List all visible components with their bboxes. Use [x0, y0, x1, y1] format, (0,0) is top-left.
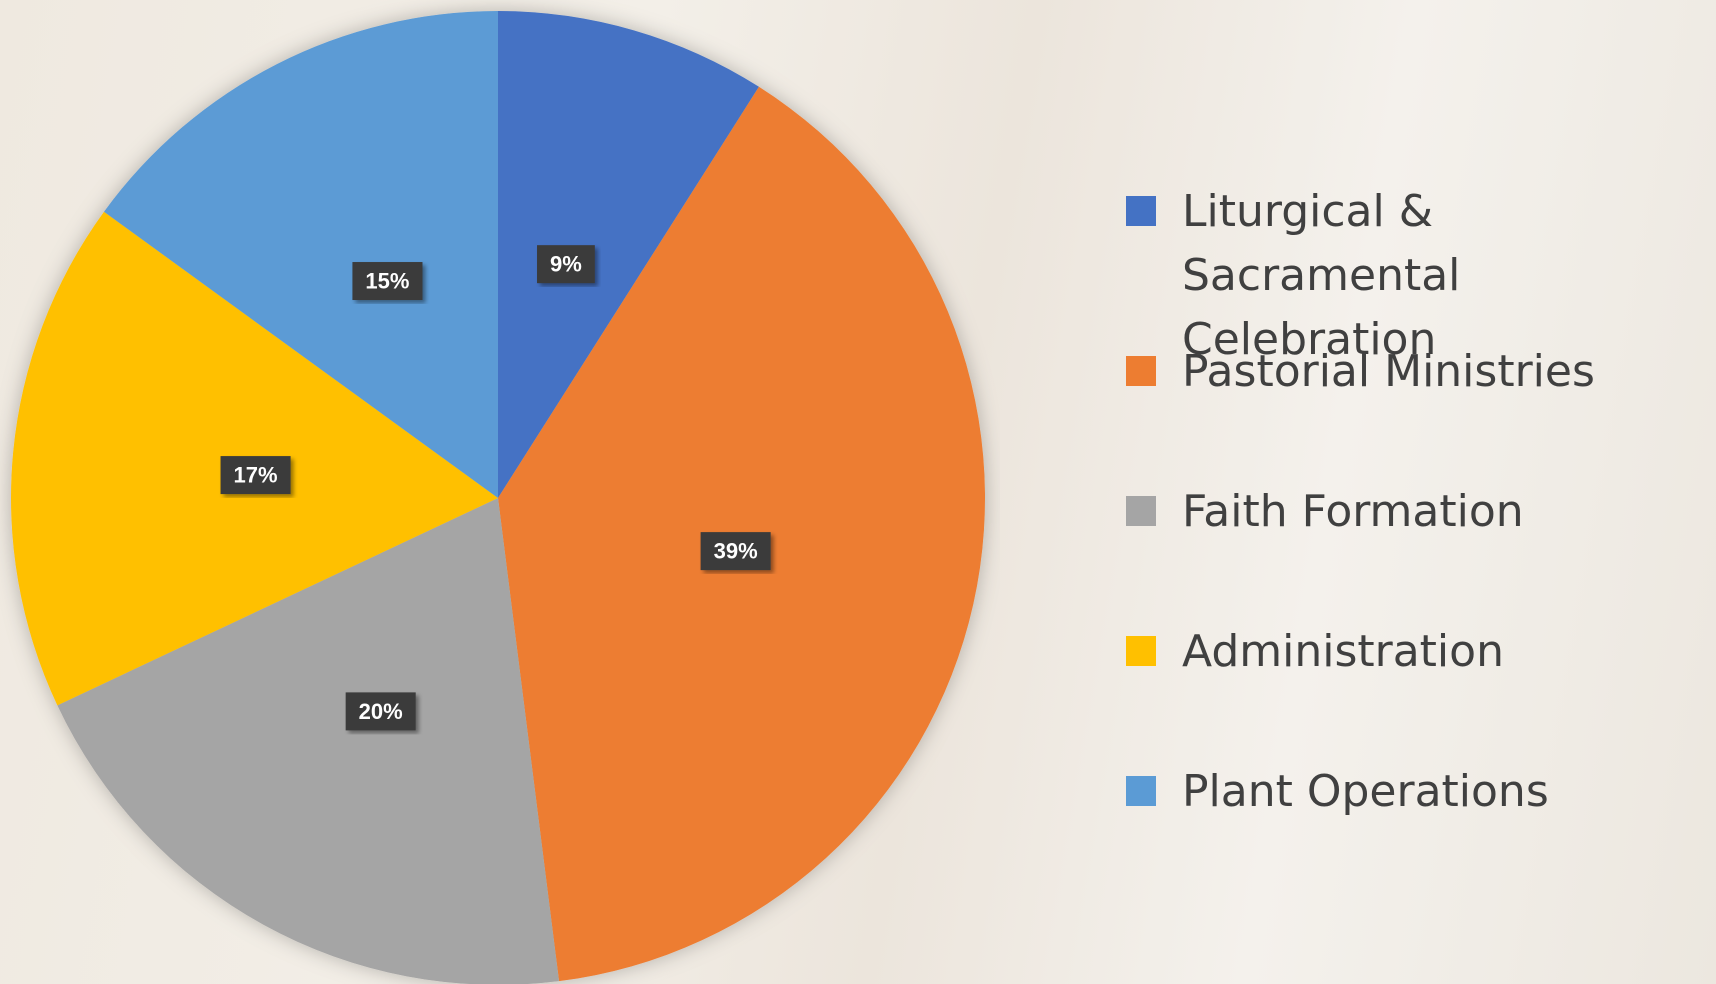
data-label-text: 17%	[234, 463, 278, 488]
legend-item: Faith Formation	[1126, 480, 1716, 620]
data-label: 17%	[220, 456, 291, 495]
data-label: 39%	[700, 532, 771, 571]
data-label-text: 20%	[359, 699, 403, 724]
legend-label: Administration	[1182, 626, 1504, 677]
legend-marker	[1126, 356, 1156, 386]
data-label: 15%	[352, 262, 423, 301]
legend-label: Plant Operations	[1182, 766, 1549, 817]
pie-chart: 9% 39% 20% 17% 15%	[11, 11, 986, 984]
slice	[498, 11, 759, 498]
legend-item: Plant Operations	[1126, 760, 1716, 900]
legend-item: Pastorial Ministries	[1126, 340, 1716, 480]
slices	[11, 11, 986, 984]
data-labels: 9% 39% 20% 17% 15%	[220, 245, 771, 731]
data-label-box	[345, 692, 416, 731]
slice	[57, 498, 560, 984]
legend-marker	[1126, 636, 1156, 666]
data-label-box	[537, 245, 595, 284]
legend-label: Liturgical & Sacramental Celebration	[1182, 186, 1461, 365]
data-label-text: 9%	[550, 252, 582, 277]
data-label: 20%	[345, 692, 416, 731]
legend-item: Liturgical & Sacramental Celebration	[1126, 180, 1716, 365]
legend: Liturgical & Sacramental Celebration Past…	[1126, 180, 1716, 900]
legend-marker	[1126, 776, 1156, 806]
data-label-box	[700, 532, 771, 571]
legend-item: Administration	[1126, 620, 1716, 760]
legend-label: Faith Formation	[1182, 486, 1524, 537]
data-label-text: 39%	[714, 539, 758, 564]
slice	[104, 11, 498, 498]
data-label-box	[352, 262, 423, 301]
data-label-text: 15%	[365, 269, 409, 294]
legend-marker	[1126, 196, 1156, 226]
legend-label: Pastorial Ministries	[1182, 346, 1595, 397]
legend-marker	[1126, 496, 1156, 526]
data-label-box	[220, 456, 291, 495]
data-label: 9%	[537, 245, 595, 284]
